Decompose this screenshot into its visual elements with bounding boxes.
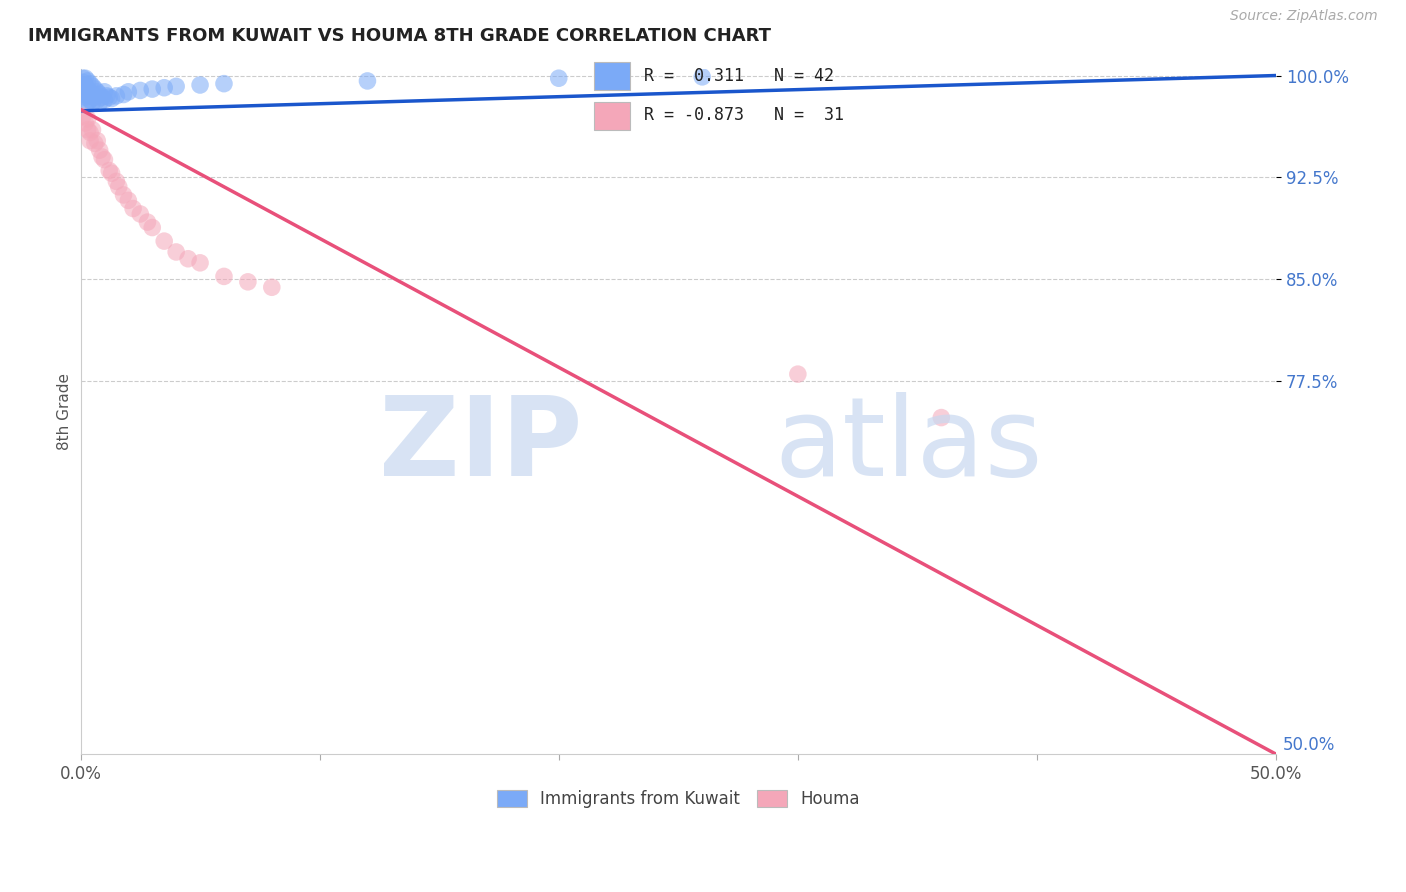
Point <box>112 188 135 202</box>
Point <box>83 136 105 151</box>
Point <box>136 215 159 229</box>
Point <box>76 112 98 126</box>
Point <box>153 80 176 95</box>
Point <box>75 98 97 112</box>
Text: ZIP: ZIP <box>380 392 582 500</box>
Point <box>82 123 104 137</box>
Point <box>141 82 163 96</box>
Point <box>107 179 129 194</box>
Point <box>105 174 128 188</box>
Point <box>236 275 259 289</box>
Legend: Immigrants from Kuwait, Houma: Immigrants from Kuwait, Houma <box>491 783 866 814</box>
Point <box>82 87 104 102</box>
Point <box>86 93 108 107</box>
Point <box>76 95 98 110</box>
Point <box>76 74 98 88</box>
Point <box>82 95 104 110</box>
Text: 50.0%: 50.0% <box>1284 736 1336 755</box>
Point <box>260 280 283 294</box>
Point <box>72 82 94 96</box>
Y-axis label: 8th Grade: 8th Grade <box>58 373 72 450</box>
Point <box>83 90 105 104</box>
Point <box>153 234 176 248</box>
Point <box>76 88 98 103</box>
Point <box>112 87 135 102</box>
Point <box>98 163 121 178</box>
Point <box>72 75 94 89</box>
Point <box>212 269 235 284</box>
Text: R =  0.311   N = 42: R = 0.311 N = 42 <box>644 67 834 85</box>
Point <box>83 82 105 96</box>
Point <box>931 410 953 425</box>
Point <box>79 85 101 99</box>
Point <box>105 88 128 103</box>
Point <box>129 207 152 221</box>
Point <box>89 87 111 102</box>
Point <box>177 252 200 266</box>
Point <box>188 78 211 92</box>
Point <box>93 153 115 167</box>
Point <box>188 256 211 270</box>
Point <box>690 70 713 84</box>
Point <box>75 71 97 86</box>
Point <box>76 82 98 96</box>
Point <box>91 90 114 104</box>
Point <box>122 202 145 216</box>
Point <box>786 367 808 381</box>
Point <box>141 220 163 235</box>
Point <box>98 90 121 104</box>
Point <box>93 93 115 107</box>
Point <box>117 85 139 99</box>
Point <box>100 166 122 180</box>
Point <box>75 116 97 130</box>
Text: atlas: atlas <box>773 392 1042 500</box>
Point <box>547 71 569 86</box>
Point <box>91 150 114 164</box>
Point <box>82 79 104 94</box>
FancyBboxPatch shape <box>595 102 630 130</box>
Text: IMMIGRANTS FROM KUWAIT VS HOUMA 8TH GRADE CORRELATION CHART: IMMIGRANTS FROM KUWAIT VS HOUMA 8TH GRAD… <box>28 27 770 45</box>
Point <box>72 109 94 123</box>
Point <box>79 93 101 107</box>
Point <box>100 92 122 106</box>
Point <box>75 90 97 104</box>
Point <box>165 79 187 94</box>
Point <box>96 88 118 103</box>
FancyBboxPatch shape <box>595 62 630 90</box>
Point <box>212 77 235 91</box>
Text: Source: ZipAtlas.com: Source: ZipAtlas.com <box>1230 9 1378 23</box>
Point <box>86 134 108 148</box>
Point <box>76 123 98 137</box>
Point <box>79 134 101 148</box>
Point <box>79 126 101 140</box>
Point <box>129 83 152 97</box>
Point <box>356 74 378 88</box>
Point <box>165 244 187 259</box>
Point <box>117 194 139 208</box>
Point <box>86 85 108 99</box>
Point <box>93 85 115 99</box>
Point <box>79 77 101 91</box>
Point <box>75 78 97 92</box>
Text: R = -0.873   N =  31: R = -0.873 N = 31 <box>644 106 845 124</box>
Point <box>89 95 111 110</box>
Point <box>72 71 94 86</box>
Point <box>89 143 111 157</box>
Point <box>75 85 97 99</box>
